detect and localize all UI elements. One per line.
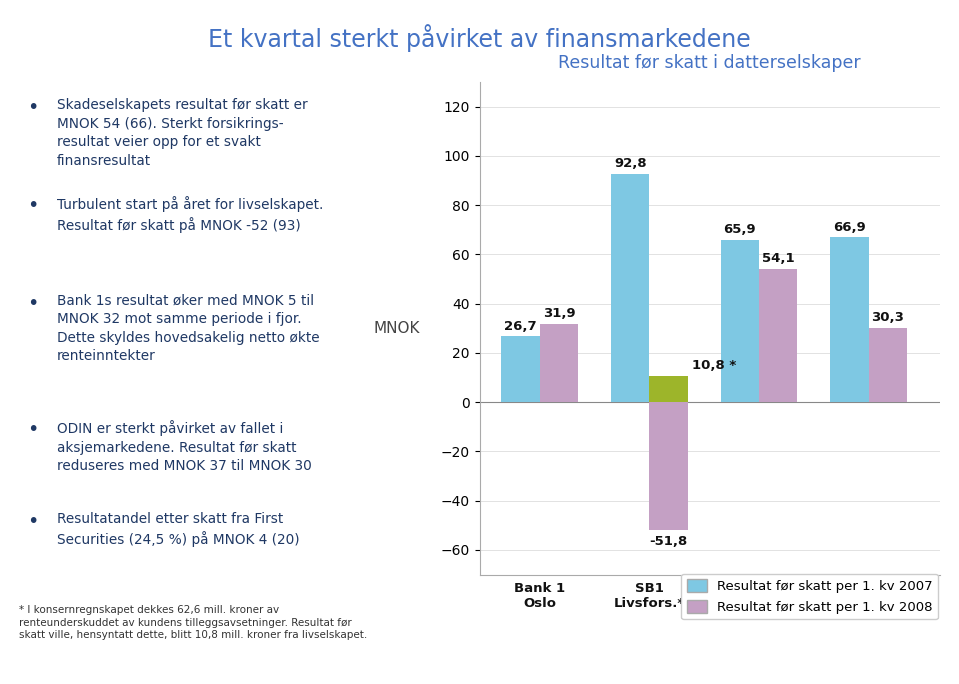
Bar [540, 324, 578, 402]
Bar [649, 402, 688, 529]
Bar [649, 376, 688, 402]
Text: 66,9: 66,9 [833, 221, 866, 234]
Y-axis label: MNOK: MNOK [373, 321, 420, 336]
Text: •: • [28, 196, 39, 215]
Text: 10,8 *: 10,8 * [691, 359, 736, 372]
Text: Et kvartal sterkt påvirket av finansmarkedene: Et kvartal sterkt påvirket av finansmark… [208, 24, 751, 52]
Text: 54,1: 54,1 [761, 252, 794, 265]
Text: Turbulent start på året for livselskapet.
Resultat før skatt på MNOK -52 (93): Turbulent start på året for livselskapet… [58, 196, 323, 233]
Text: 30,3: 30,3 [872, 311, 904, 324]
Legend: Resultat før skatt per 1. kv 2007, Resultat før skatt per 1. kv 2008: Resultat før skatt per 1. kv 2007, Resul… [682, 574, 938, 619]
Bar [759, 269, 797, 402]
Text: 65,9: 65,9 [723, 223, 756, 236]
Text: Bank 1s resultat øker med MNOK 5 til
MNOK 32 mot samme periode i fjor.
Dette sky: Bank 1s resultat øker med MNOK 5 til MNO… [58, 294, 319, 363]
Text: •: • [28, 98, 39, 118]
Title: Resultat før skatt i datterselskaper: Resultat før skatt i datterselskaper [558, 54, 861, 73]
Text: 31,9: 31,9 [543, 307, 575, 320]
Bar [830, 237, 869, 402]
Text: 4: 4 [21, 650, 33, 668]
Text: 26,7: 26,7 [504, 319, 537, 332]
Bar [720, 240, 759, 402]
Text: ODIN er sterkt påvirket av fallet i
aksjemarkedene. Resultat før skatt
reduseres: ODIN er sterkt påvirket av fallet i aksj… [58, 420, 312, 473]
Bar [502, 337, 540, 402]
Text: Resultatandel etter skatt fra First
Securities (24,5 %) på MNOK 4 (20): Resultatandel etter skatt fra First Secu… [58, 512, 300, 547]
Text: •: • [28, 420, 39, 439]
Text: •: • [28, 294, 39, 313]
Text: •: • [28, 512, 39, 531]
Bar [869, 328, 907, 402]
Text: -51,8: -51,8 [649, 535, 688, 548]
Text: Skadeselskapets resultat før skatt er
MNOK 54 (66). Sterkt forsikrings-
resultat: Skadeselskapets resultat før skatt er MN… [58, 98, 308, 168]
Text: * I konsernregnskapet dekkes 62,6 mill. kroner av
renteunderskuddet av kundens t: * I konsernregnskapet dekkes 62,6 mill. … [19, 605, 367, 640]
Bar [611, 174, 649, 402]
Text: 92,8: 92,8 [614, 157, 646, 170]
